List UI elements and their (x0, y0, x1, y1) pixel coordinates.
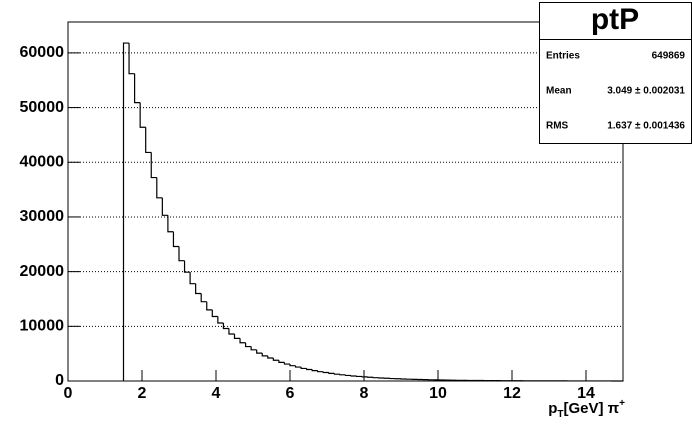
histogram-bin (322, 371, 329, 374)
y-tick-label: 0 (55, 372, 64, 389)
stats-box (539, 2, 692, 144)
stats-label: Entries (546, 51, 580, 62)
histogram-bin (150, 152, 157, 179)
histogram-bin (278, 360, 285, 364)
y-tick-label: 30000 (20, 208, 65, 225)
x-title-sub: T (557, 409, 563, 420)
stats-label: RMS (546, 121, 569, 132)
histogram-bin (222, 323, 229, 330)
histogram-bin (161, 197, 168, 216)
histogram-bin (250, 346, 257, 351)
histogram-bin (217, 316, 224, 324)
x-tick-label: 8 (360, 385, 369, 402)
x-tick-label: 10 (429, 385, 447, 402)
histogram-bin (206, 301, 213, 311)
histogram-bin (128, 43, 135, 75)
histogram-bin (122, 42, 130, 381)
x-title-sup: + (619, 398, 625, 409)
histogram-bin (283, 362, 290, 365)
histogram-bin (289, 364, 296, 367)
y-tick-label: 40000 (20, 153, 65, 170)
histogram-bin (139, 102, 146, 128)
histogram-bin (261, 353, 268, 357)
histogram-bin (167, 215, 174, 233)
histogram-bin (172, 231, 179, 248)
histogram-bin (228, 328, 235, 335)
x-tick-label: 0 (64, 385, 73, 402)
stats-label: Mean (546, 86, 572, 97)
histogram-bin (333, 373, 340, 375)
x-tick-label: 14 (577, 385, 595, 402)
histogram-bin (350, 375, 357, 377)
histogram-bin (239, 338, 246, 344)
histogram-bin (195, 283, 202, 295)
histogram-bin (256, 349, 263, 354)
x-tick-label: 4 (212, 385, 221, 402)
histogram-bin (134, 73, 141, 104)
y-tick-label: 60000 (20, 44, 65, 61)
y-tick-label: 20000 (20, 263, 65, 280)
histogram-bin (328, 372, 335, 374)
histogram-bin (311, 369, 318, 372)
histogram-bin (300, 367, 307, 370)
x-tick-label: 12 (503, 385, 521, 402)
x-axis-title: pT[GeV] π+ (548, 398, 625, 420)
histogram-bin (189, 272, 196, 285)
x-title-base: p (548, 400, 557, 417)
x-tick-label: 2 (138, 385, 147, 402)
histogram-bin (178, 246, 185, 262)
histogram-bin (233, 333, 241, 339)
stats-value: 1.637 ± 0.001436 (607, 121, 685, 132)
histogram-bin (344, 374, 352, 377)
histogram-bin (272, 358, 279, 361)
histogram-bin (245, 342, 252, 348)
histogram-bin (317, 370, 324, 373)
plot-frame (67, 21, 624, 382)
histogram-bin (156, 177, 163, 199)
stats-value: 3.049 ± 0.002031 (607, 86, 685, 97)
x-tick-label: 6 (286, 385, 295, 402)
histogram-bin (200, 293, 207, 303)
chart-title: ptP (591, 3, 639, 36)
histogram-bin (267, 355, 274, 359)
y-tick-label: 10000 (20, 318, 65, 335)
y-tick-label: 50000 (20, 99, 65, 116)
histogram-bin (145, 127, 152, 154)
histogram-bin (294, 365, 302, 368)
histogram-bin (306, 368, 313, 371)
histogram-bin (183, 260, 191, 273)
stats-value: 649869 (652, 51, 686, 62)
histogram-bin (339, 374, 346, 376)
histogram-bin (211, 309, 218, 318)
x-title-main: [GeV] π (563, 400, 619, 417)
